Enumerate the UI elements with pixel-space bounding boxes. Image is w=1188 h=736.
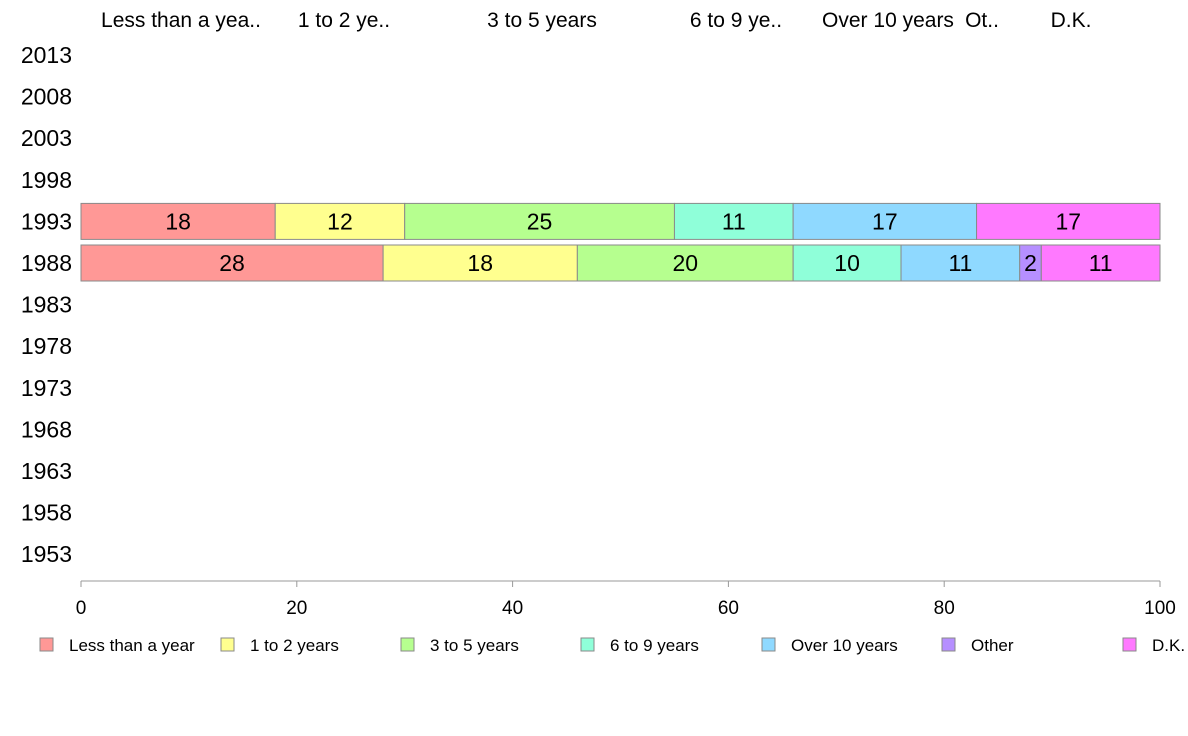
- x-tick-label-80: 80: [934, 598, 955, 619]
- legend-swatch-4: [761, 637, 776, 652]
- x-tick-label-0: 0: [76, 598, 87, 619]
- x-tick-label-60: 60: [718, 598, 739, 619]
- y-axis-labels: 2013 2008 2003 1998 1993 1988 1983 1978 1973 1968…: [21, 42, 72, 567]
- legend-swatch-5: [941, 637, 956, 652]
- header-label-1: 1 to 2 ye..: [298, 9, 390, 32]
- category-header-labels: Less than a yea.. 1 to 2 ye.. 3 to 5 years…: [101, 9, 1091, 32]
- x-tick-label-40: 40: [502, 598, 523, 619]
- y-label-1988: 1988: [21, 250, 72, 276]
- y-label-1978: 1978: [21, 333, 72, 359]
- bar-label-1988-0: 28: [219, 250, 245, 276]
- bar-label-1993-1: 12: [327, 208, 353, 234]
- legend-swatch-3: [580, 637, 595, 652]
- legend-label-4: Over 10 years: [791, 636, 898, 655]
- x-tick-label-20: 20: [286, 598, 307, 619]
- legend-label-1: 1 to 2 years: [250, 636, 339, 655]
- header-label-2: 3 to 5 years: [487, 9, 597, 32]
- legend-swatch-1: [220, 637, 235, 652]
- bar-label-1988-3: 10: [834, 250, 860, 276]
- bar-1993-4: [792, 202, 978, 240]
- y-label-1993: 1993: [21, 208, 72, 234]
- bar-label-1993-4: 17: [872, 208, 898, 234]
- bar-label-1993-6: 17: [1055, 208, 1081, 234]
- bar-1988-2: [576, 244, 794, 282]
- y-label-1968: 1968: [21, 416, 72, 442]
- legend-label-0: Less than a year: [69, 636, 195, 655]
- bar-label-1993-2: 25: [527, 208, 553, 234]
- y-label-1953: 1953: [21, 541, 72, 567]
- y-label-2008: 2008: [21, 84, 72, 110]
- bar-label-1988-1: 18: [467, 250, 493, 276]
- header-label-5: Ot..: [965, 9, 999, 32]
- y-label-2003: 2003: [21, 125, 72, 151]
- bar-1993-2: [404, 202, 675, 240]
- legend-swatch-0: [39, 637, 54, 652]
- bar-label-1988-6: 11: [1089, 250, 1113, 276]
- header-label-3: 6 to 9 ye..: [690, 9, 782, 32]
- header-label-6: D.K.: [1051, 9, 1092, 32]
- legend: Less than a year 1 to 2 years 3 to 5 years…: [39, 636, 1185, 655]
- x-axis: 0 20 40 60 80 100: [76, 580, 1176, 619]
- bar-1988-3: [792, 244, 902, 282]
- y-label-1983: 1983: [21, 292, 72, 318]
- y-label-1998: 1998: [21, 167, 72, 193]
- legend-swatch-6: [1122, 637, 1137, 652]
- header-label-0: Less than a yea..: [101, 9, 261, 32]
- bar-label-1993-0: 18: [165, 208, 191, 234]
- bar-1988-0: [80, 244, 384, 282]
- bar-1993-0: [80, 202, 276, 240]
- bar-1993-6: [976, 202, 1161, 240]
- y-label-1958: 1958: [21, 500, 72, 526]
- legend-swatch-2: [400, 637, 415, 652]
- y-label-2013: 2013: [21, 42, 72, 68]
- bar-1993-1: [274, 202, 406, 240]
- bar-label-1988-5: 2: [1024, 250, 1037, 276]
- y-label-1973: 1973: [21, 375, 72, 401]
- header-label-4: Over 10 years: [822, 9, 954, 32]
- bar-label-1988-2: 20: [672, 250, 698, 276]
- bars: 18 12 25 11 17 17 28 18 20 10 11 2 11: [80, 202, 1161, 282]
- bar-label-1993-3: 11: [722, 208, 746, 234]
- bar-1988-6: [1040, 244, 1161, 282]
- legend-label-3: 6 to 9 years: [610, 636, 699, 655]
- y-label-1963: 1963: [21, 458, 72, 484]
- x-tick-label-100: 100: [1144, 598, 1176, 619]
- bar-1988-1: [382, 244, 578, 282]
- bar-label-1988-4: 11: [948, 250, 972, 276]
- legend-label-2: 3 to 5 years: [430, 636, 519, 655]
- legend-label-6: D.K.: [1152, 636, 1185, 655]
- legend-label-5: Other: [971, 636, 1014, 655]
